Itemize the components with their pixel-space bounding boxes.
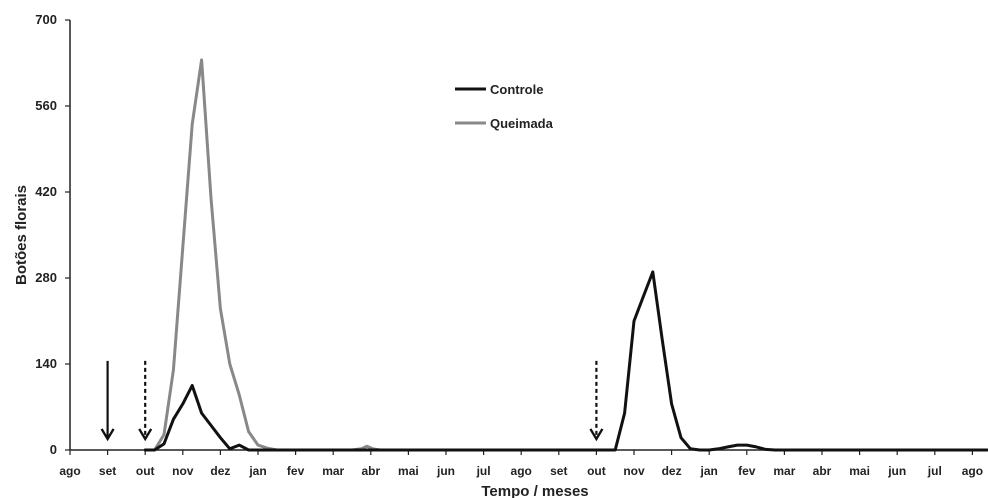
x-tick-label: dez — [210, 464, 230, 478]
x-tick-label: ago — [511, 464, 532, 478]
annotation-arrow-solid — [100, 360, 115, 442]
x-axis: ago set out nov dez jan fev mar abr mai jun jul ago s… — [59, 449, 984, 478]
x-tick-label: ago — [962, 464, 983, 478]
x-tick-label: mai — [849, 464, 870, 478]
y-tick-label: 420 — [35, 184, 57, 199]
legend-label-queimada: Queimada — [490, 116, 554, 131]
legend-label-controle: Controle — [490, 82, 543, 97]
y-axis: 0 140 280 420 560 700 — [35, 12, 71, 457]
x-tick-label: jul — [476, 464, 491, 478]
y-axis-title: Botões florais — [13, 185, 30, 285]
x-axis-title: Tempo / meses — [481, 483, 588, 498]
x-tick-label: out — [587, 464, 606, 478]
series-layer — [143, 58, 988, 452]
x-tick-label: ago — [59, 464, 80, 478]
x-tick-label: jan — [700, 464, 718, 478]
y-tick-label: 560 — [35, 98, 57, 113]
legend-item-queimada: Queimada — [455, 116, 554, 131]
x-tick-label: set — [99, 464, 116, 478]
legend: Controle Queimada — [455, 82, 554, 131]
x-tick-label: jan — [248, 464, 266, 478]
y-tick-label: 280 — [35, 270, 57, 285]
x-tick-label: set — [550, 464, 567, 478]
x-tick-label: out — [136, 464, 155, 478]
x-tick-label: nov — [623, 464, 645, 478]
x-tick-label: mai — [398, 464, 419, 478]
x-tick-label: jul — [927, 464, 942, 478]
y-tick-label: 0 — [50, 442, 57, 457]
x-tick-label: mar — [322, 464, 344, 478]
x-tick-label: fev — [287, 464, 305, 478]
series-line-queimada — [143, 58, 523, 452]
legend-item-controle: Controle — [455, 82, 543, 97]
series-line-controle — [143, 270, 988, 452]
arrow-head — [589, 428, 604, 442]
arrow-head — [100, 428, 115, 442]
y-tick-label: 140 — [35, 356, 57, 371]
annotation-arrows — [100, 360, 604, 442]
annotation-arrow-dashed — [589, 360, 604, 442]
x-tick-label: abr — [361, 464, 380, 478]
y-tick-label: 700 — [35, 12, 57, 27]
x-tick-label: nov — [172, 464, 194, 478]
x-tick-label: jun — [887, 464, 906, 478]
arrow-head — [138, 428, 153, 442]
x-tick-label: fev — [738, 464, 756, 478]
annotation-arrow-dashed — [138, 360, 153, 442]
x-tick-label: abr — [813, 464, 832, 478]
x-tick-label: mar — [773, 464, 795, 478]
x-tick-label: jun — [436, 464, 455, 478]
x-tick-label: dez — [662, 464, 682, 478]
